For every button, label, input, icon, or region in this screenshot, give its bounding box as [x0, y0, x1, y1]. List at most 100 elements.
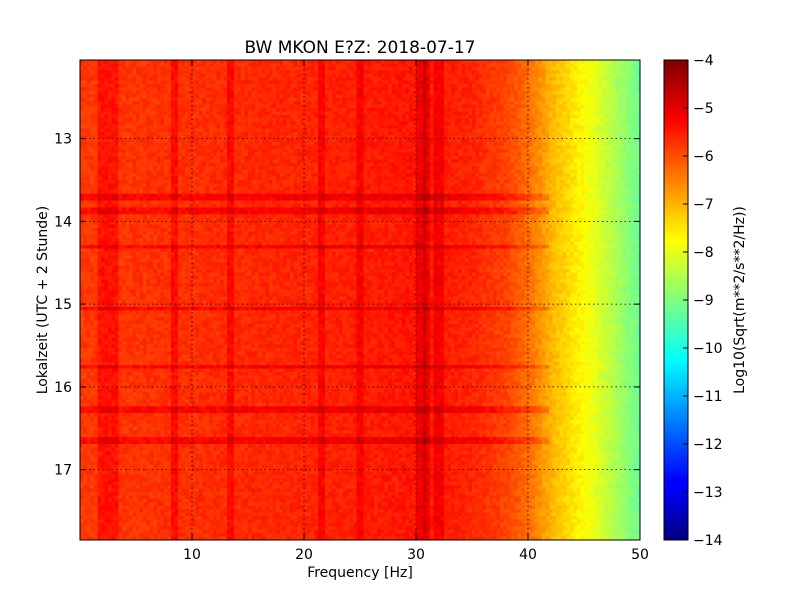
heatmap-cell: [409, 156, 414, 161]
heatmap-cell: [535, 60, 540, 65]
heatmap-cell: [286, 132, 291, 137]
heatmap-cell: [118, 87, 123, 92]
heatmap-cell: [468, 111, 473, 116]
heatmap-cell: [517, 156, 522, 161]
heatmap-cell: [279, 149, 284, 154]
heatmap-cell: [122, 101, 127, 106]
heatmap-cell: [507, 142, 512, 147]
heatmap-cell: [468, 77, 473, 82]
heatmap-cell: [339, 121, 344, 126]
heatmap-cell: [626, 84, 631, 89]
heatmap-cell: [272, 118, 277, 123]
heatmap-cell: [451, 90, 456, 95]
heatmap-cell: [370, 66, 375, 71]
heatmap-cell: [304, 138, 309, 143]
heatmap-cell: [395, 66, 400, 71]
heatmap-cell: [370, 142, 375, 147]
heatmap-cell: [433, 128, 438, 133]
heatmap-cell: [612, 159, 617, 164]
heatmap-cell: [402, 108, 407, 113]
heatmap-cell: [570, 94, 575, 99]
heatmap-cell: [125, 60, 130, 65]
heatmap-cell: [346, 114, 351, 119]
heatmap-cell: [517, 142, 522, 147]
heatmap-cell: [528, 159, 533, 164]
heatmap-cell: [269, 145, 274, 150]
heatmap-cell: [171, 77, 176, 82]
heatmap-cell: [87, 114, 92, 119]
heatmap-cell: [573, 63, 578, 68]
heatmap-cell: [234, 90, 239, 95]
heatmap-cell: [524, 80, 529, 85]
heatmap-cell: [360, 70, 365, 75]
heatmap-cell: [577, 121, 582, 126]
heatmap-cell: [293, 87, 298, 92]
heatmap-cell: [626, 125, 631, 130]
heatmap-cell: [615, 104, 620, 109]
heatmap-cell: [342, 156, 347, 161]
heatmap-cell: [619, 60, 624, 65]
heatmap-cell: [276, 87, 281, 92]
heatmap-cell: [167, 114, 172, 119]
heatmap-cell: [559, 66, 564, 71]
heatmap-cell: [510, 111, 515, 116]
heatmap-cell: [430, 121, 435, 126]
heatmap-cell: [430, 138, 435, 143]
heatmap-cell: [325, 73, 330, 78]
heatmap-cell: [633, 152, 638, 157]
heatmap-cell: [206, 114, 211, 119]
heatmap-cell: [353, 60, 358, 65]
heatmap-cell: [241, 70, 246, 75]
heatmap-cell: [608, 104, 613, 109]
heatmap-cell: [297, 73, 302, 78]
heatmap-cell: [409, 128, 414, 133]
heatmap-cell: [542, 77, 547, 82]
heatmap-cell: [118, 149, 123, 154]
heatmap-cell: [556, 162, 561, 167]
heatmap-cell: [272, 90, 277, 95]
heatmap-cell: [468, 104, 473, 109]
heatmap-cell: [122, 132, 127, 137]
heatmap-cell: [612, 152, 617, 157]
heatmap-cell: [584, 80, 589, 85]
heatmap-cell: [517, 77, 522, 82]
heatmap-cell: [283, 70, 288, 75]
heatmap-cell: [241, 145, 246, 150]
heatmap-cell: [552, 94, 557, 99]
heatmap-cell: [608, 63, 613, 68]
heatmap-cell: [430, 128, 435, 133]
heatmap-cell: [321, 132, 326, 137]
heatmap-cell: [608, 66, 613, 71]
heatmap-cell: [129, 128, 134, 133]
heatmap-cell: [465, 162, 470, 167]
heatmap-cell: [559, 152, 564, 157]
heatmap-cell: [468, 138, 473, 143]
heatmap-cell: [517, 101, 522, 106]
heatmap-cell: [531, 142, 536, 147]
heatmap-cell: [405, 87, 410, 92]
heatmap-cell: [454, 138, 459, 143]
heatmap-cell: [349, 66, 354, 71]
heatmap-cell: [181, 101, 186, 106]
heatmap-cell: [538, 111, 543, 116]
heatmap-cell: [542, 149, 547, 154]
heatmap-cell: [409, 121, 414, 126]
heatmap-cell: [437, 142, 442, 147]
heatmap-cell: [304, 145, 309, 150]
heatmap-cell: [283, 162, 288, 167]
heatmap-cell: [216, 108, 221, 113]
heatmap-cell: [97, 132, 102, 137]
heatmap-cell: [566, 128, 571, 133]
heatmap-cell: [178, 94, 183, 99]
heatmap-cell: [339, 101, 344, 106]
heatmap-cell: [500, 132, 505, 137]
heatmap-cell: [605, 152, 610, 157]
heatmap-cell: [248, 114, 253, 119]
heatmap-cell: [171, 142, 176, 147]
heatmap-cell: [276, 156, 281, 161]
heatmap-cell: [311, 73, 316, 78]
heatmap-cell: [559, 97, 564, 102]
heatmap-cell: [563, 135, 568, 140]
heatmap-cell: [108, 162, 113, 167]
heatmap-cell: [636, 142, 640, 147]
